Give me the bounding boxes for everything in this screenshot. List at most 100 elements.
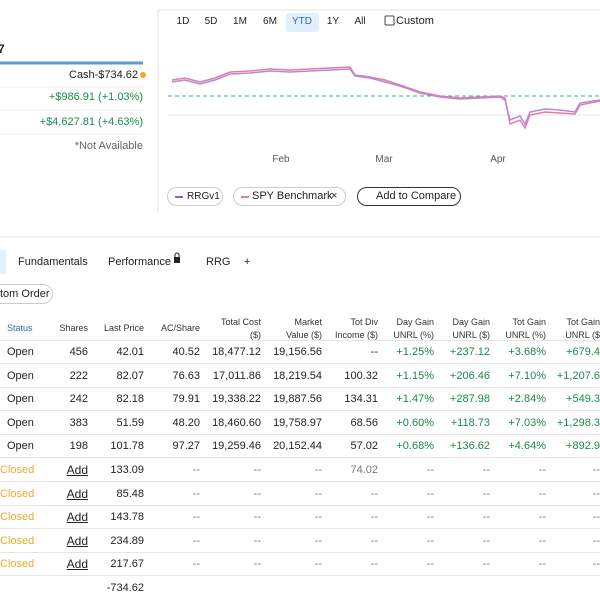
- row-divider: [0, 528, 600, 530]
- column-header: Total Cost: [220, 317, 261, 327]
- table-cell: 101.78: [110, 440, 144, 453]
- total-gain: +$4,627.81 (+4.63%): [39, 116, 143, 128]
- table-cell: +1.47%: [396, 393, 434, 406]
- custom-order-button[interactable]: [0, 284, 53, 304]
- spy-line: [171, 66, 600, 130]
- range-button[interactable]: 1Y: [326, 16, 340, 27]
- x-axis-label: Feb: [272, 154, 290, 165]
- table-cell: 19,758.97: [273, 416, 322, 429]
- column-header: Day Gain: [452, 317, 490, 327]
- tab[interactable]: Performance: [108, 256, 171, 268]
- add-button[interactable]: Add: [66, 463, 88, 477]
- column-header: Tot Gain: [512, 317, 546, 327]
- lock-icon: [174, 257, 180, 263]
- column-header: Value ($): [286, 330, 322, 340]
- add-button[interactable]: Add: [66, 557, 88, 572]
- table-cell: 19,259.46: [212, 440, 261, 453]
- add-button[interactable]: Add: [66, 510, 88, 525]
- table-cell: Open: [7, 369, 34, 382]
- column-header: ($): [250, 330, 261, 340]
- row-divider: [0, 363, 600, 364]
- table-cell: Open: [7, 346, 34, 358]
- table-cell: 242: [69, 393, 88, 406]
- range-button[interactable]: 5D: [204, 16, 218, 27]
- table-cell: Open: [7, 416, 34, 429]
- table-cell: --: [592, 558, 600, 571]
- column-header: Income ($): [334, 330, 378, 340]
- range-selected: [286, 13, 319, 32]
- cash-dot: [140, 72, 146, 78]
- table-cell: --: [192, 464, 200, 476]
- table-cell: 134.31: [344, 393, 378, 406]
- table-cell: --: [538, 487, 546, 500]
- table-cell: --: [482, 487, 490, 500]
- cash-value: -$734.62: [94, 69, 138, 81]
- row-divider: [0, 340, 600, 341]
- table-cell: 79.91: [172, 393, 200, 406]
- remove-benchmark[interactable]: ×: [331, 190, 338, 202]
- table-cell: 133.09: [110, 464, 144, 476]
- legend-swatch: [175, 196, 183, 198]
- table-cell: --: [370, 346, 378, 358]
- custom-range[interactable]: Custom: [396, 15, 434, 27]
- row-divider: [0, 504, 600, 506]
- cash-label: Cash: [69, 69, 95, 81]
- x-axis-label: Mar: [375, 154, 393, 165]
- compare-button[interactable]: [357, 187, 461, 206]
- table-cell: Closed: [0, 487, 35, 500]
- table-cell: +892.9: [566, 440, 600, 453]
- table-cell: 76.63: [172, 369, 200, 382]
- column-header: UNRL (%): [393, 330, 434, 340]
- table-cell: --: [370, 511, 378, 524]
- table-cell: 18,219.54: [273, 369, 322, 382]
- table-cell: 217.67: [110, 558, 144, 571]
- range-button[interactable]: 1M: [233, 16, 247, 27]
- table-cell: +237.12: [449, 346, 490, 358]
- range-button[interactable]: YTD: [292, 16, 312, 27]
- lock-shackle: [174, 252, 180, 257]
- table-cell: --: [253, 464, 261, 476]
- table-cell: --: [482, 558, 490, 571]
- cash-last-price: -734.62: [106, 582, 144, 594]
- range-button[interactable]: All: [354, 16, 366, 27]
- table-cell: +549.3: [566, 393, 600, 406]
- table-cell: +1,298.3: [556, 416, 600, 429]
- custom-order[interactable]: tom Order: [0, 288, 50, 300]
- tab[interactable]: +: [244, 256, 251, 268]
- tab[interactable]: Fundamentals: [18, 256, 88, 268]
- range-button[interactable]: 6M: [263, 16, 277, 27]
- table-cell: --: [314, 558, 322, 571]
- table-cell: Closed: [0, 511, 35, 524]
- column-header: Day Gain: [396, 317, 434, 327]
- rrg-line: [171, 68, 600, 126]
- legend-pill: [233, 187, 346, 206]
- table-cell: --: [314, 511, 322, 524]
- table-cell: +118.73: [450, 416, 490, 429]
- table-cell: +2.84%: [508, 393, 546, 406]
- add-button[interactable]: Add: [66, 486, 88, 501]
- table-cell: 18,477.12: [212, 346, 261, 358]
- table-cell: 383: [69, 416, 88, 429]
- table-cell: --: [426, 534, 434, 547]
- tab[interactable]: RRG: [206, 256, 231, 268]
- table-cell: --: [253, 487, 261, 500]
- column-header: Tot Div: [350, 317, 378, 327]
- table-cell: --: [592, 511, 600, 524]
- range-button[interactable]: 1D: [176, 16, 190, 27]
- add-button[interactable]: Add: [66, 533, 88, 548]
- table-cell: --: [370, 487, 378, 500]
- table-cell: Closed: [0, 558, 35, 571]
- add-compare[interactable]: Add to Compare: [376, 190, 457, 202]
- table-cell: --: [253, 511, 261, 524]
- note: *Not Available: [74, 140, 143, 152]
- table-cell: 198: [69, 440, 88, 453]
- table-cell: --: [482, 534, 490, 547]
- table-cell: +136.62: [449, 440, 490, 453]
- table-cell: 18,460.60: [212, 416, 261, 429]
- table-cell: --: [192, 511, 200, 524]
- table-cell: 51.59: [116, 416, 144, 429]
- column-header: UNRL ($): [452, 330, 490, 340]
- table-cell: 57.02: [350, 440, 378, 453]
- table-cell: +1.15%: [396, 369, 434, 382]
